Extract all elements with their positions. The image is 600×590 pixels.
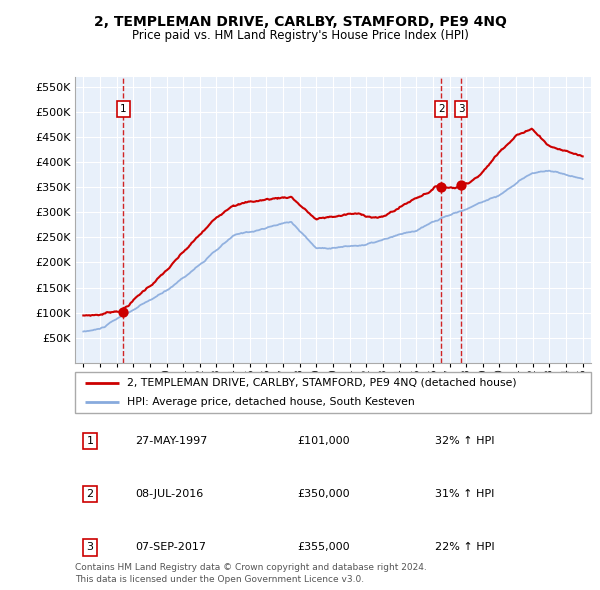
Point <box>118 307 128 317</box>
Text: 32% ↑ HPI: 32% ↑ HPI <box>435 436 494 446</box>
Text: £101,000: £101,000 <box>297 436 350 446</box>
Text: 2, TEMPLEMAN DRIVE, CARLBY, STAMFORD, PE9 4NQ: 2, TEMPLEMAN DRIVE, CARLBY, STAMFORD, PE… <box>94 15 506 29</box>
Text: 3: 3 <box>458 104 464 114</box>
Text: 27-MAY-1997: 27-MAY-1997 <box>135 436 208 446</box>
Text: 2: 2 <box>86 489 94 499</box>
Text: Contains HM Land Registry data © Crown copyright and database right 2024.: Contains HM Land Registry data © Crown c… <box>75 563 427 572</box>
FancyBboxPatch shape <box>75 372 591 413</box>
Text: 31% ↑ HPI: 31% ↑ HPI <box>435 489 494 499</box>
Text: Price paid vs. HM Land Registry's House Price Index (HPI): Price paid vs. HM Land Registry's House … <box>131 30 469 42</box>
Point <box>436 182 446 192</box>
Text: 2: 2 <box>438 104 445 114</box>
Text: 2, TEMPLEMAN DRIVE, CARLBY, STAMFORD, PE9 4NQ (detached house): 2, TEMPLEMAN DRIVE, CARLBY, STAMFORD, PE… <box>127 378 516 388</box>
Point <box>457 180 466 189</box>
Text: 07-SEP-2017: 07-SEP-2017 <box>135 542 206 552</box>
Text: 08-JUL-2016: 08-JUL-2016 <box>135 489 203 499</box>
Text: 1: 1 <box>120 104 127 114</box>
Text: This data is licensed under the Open Government Licence v3.0.: This data is licensed under the Open Gov… <box>75 575 364 584</box>
Text: 22% ↑ HPI: 22% ↑ HPI <box>435 542 494 552</box>
Text: 1: 1 <box>86 436 94 446</box>
Text: HPI: Average price, detached house, South Kesteven: HPI: Average price, detached house, Sout… <box>127 397 415 407</box>
Text: £350,000: £350,000 <box>297 489 350 499</box>
Text: £355,000: £355,000 <box>297 542 350 552</box>
Text: 3: 3 <box>86 542 94 552</box>
